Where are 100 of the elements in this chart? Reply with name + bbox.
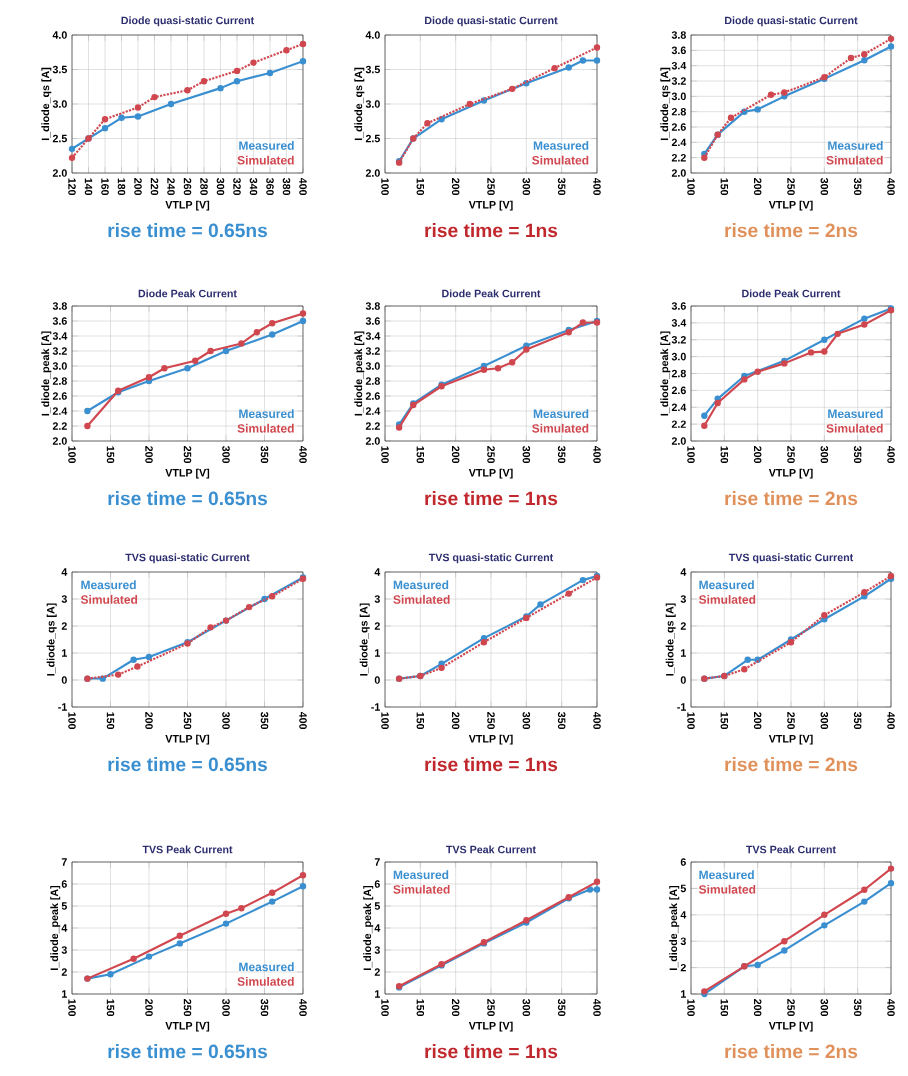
y-tick-label: 4.0: [52, 31, 67, 39]
text: Measured: [699, 870, 754, 880]
x-axis-title: VTLP [V]: [165, 1021, 210, 1032]
y-tick-label: 3.5: [365, 65, 380, 74]
x-tick-label: 380: [282, 177, 291, 196]
x-tick-label: 100: [687, 712, 695, 730]
y-tick-label: 6: [61, 880, 67, 888]
text: Measured: [533, 409, 589, 418]
y-tick-label: 0: [61, 676, 67, 684]
y-axis-title: I_diode_peak [A]: [354, 331, 365, 416]
y-tick-label: 3.0: [671, 352, 686, 361]
y-tick-label: 6: [680, 858, 686, 866]
y-tick-label: 3: [374, 946, 380, 954]
x-tick-label: 100: [381, 446, 389, 464]
y-axis-title: I_diode_peak [A]: [669, 885, 680, 970]
y-tick-label: 3.2: [671, 335, 686, 344]
text: Simulated: [826, 155, 883, 165]
x-tick-label: 150: [416, 178, 425, 196]
y-tick-label: 4: [61, 568, 68, 576]
x-tick-label: 150: [720, 178, 729, 196]
y-tick-label: -1: [371, 703, 380, 711]
y-axis-title: I_diode_peak [A]: [363, 885, 374, 970]
chart-title: TVS Peak Current: [446, 845, 536, 854]
x-tick-label: 350: [557, 998, 566, 1017]
x-tick-label: 250: [487, 999, 495, 1017]
y-tick-label: 4: [680, 568, 687, 576]
y-tick-label: 3.0: [671, 92, 686, 101]
x-tick-label: 200: [134, 178, 142, 196]
x-tick-label: 200: [451, 712, 460, 730]
x-tick-label: 400: [593, 998, 601, 1017]
y-tick-label: 7: [61, 858, 67, 866]
y-tick-label: 1: [62, 990, 67, 998]
y-axis-title: I_diode_peak [A]: [41, 331, 52, 416]
y-tick-label: 4: [374, 568, 381, 576]
x-tick-label: 350: [557, 711, 566, 730]
text: Measured: [699, 580, 754, 590]
y-tick-label: 2.4: [52, 407, 68, 415]
text: Simulated: [698, 884, 756, 894]
y-tick-label: 3.8: [365, 302, 380, 310]
x-tick-label: 100: [381, 178, 389, 196]
x-tick-label: 250: [787, 446, 795, 464]
text: Measured: [828, 409, 883, 418]
x-tick-label: 400: [593, 177, 601, 196]
x-tick-label: 400: [299, 998, 307, 1017]
x-tick-label: 280: [200, 178, 208, 196]
y-tick-label: 3.8: [671, 31, 686, 39]
text: Measured: [239, 962, 294, 972]
x-tick-label: 180: [117, 178, 126, 196]
chart-title: TVS Peak Current: [142, 845, 233, 854]
x-tick-label: 350: [853, 998, 862, 1017]
x-tick-label: 100: [68, 446, 76, 464]
x-tick-label: 200: [451, 999, 460, 1017]
x-tick-label: 360: [266, 177, 274, 196]
x-tick-label: 250: [487, 446, 495, 464]
x-tick-label: 150: [106, 999, 115, 1017]
text: rise time = 1ns: [425, 491, 558, 506]
y-tick-label: 1: [375, 990, 380, 998]
y-tick-label: 2: [61, 968, 67, 976]
x-tick-label: 400: [887, 445, 895, 464]
x-tick-label: 350: [853, 445, 862, 464]
y-tick-label: 3.0: [52, 362, 67, 370]
chart-title: Diode Peak Current: [442, 289, 541, 298]
x-tick-label: 250: [787, 178, 795, 196]
x-tick-label: 300: [820, 998, 829, 1017]
y-tick-label: 2.0: [671, 169, 686, 177]
y-tick-label: -1: [58, 703, 67, 711]
y-tick-label: 2.0: [52, 169, 67, 177]
y-tick-label: 2.4: [365, 407, 381, 415]
y-axis-title: I_diode_qs [A]: [46, 603, 57, 676]
text: rise time = 0.65ns: [108, 757, 268, 772]
x-tick-label: 400: [887, 998, 895, 1017]
x-tick-label: 300: [522, 711, 531, 730]
chart-title: TVS quasi-static Current: [125, 553, 250, 564]
x-axis-title: VTLP [V]: [768, 734, 813, 745]
x-tick-label: 200: [145, 446, 153, 464]
y-tick-label: 4: [61, 924, 68, 932]
x-axis-title: VTLP [V]: [165, 200, 210, 211]
y-tick-label: 5: [61, 902, 67, 910]
x-tick-label: 120: [68, 178, 76, 196]
y-tick-label: 2.0: [671, 437, 686, 445]
x-tick-label: 150: [106, 712, 115, 730]
x-tick-label: 100: [68, 999, 76, 1017]
x-tick-label: 350: [853, 711, 862, 730]
y-tick-label: 3.2: [52, 347, 67, 355]
text: Simulated: [698, 595, 756, 604]
y-tick-label: 4: [680, 911, 687, 919]
y-tick-label: 3: [680, 595, 686, 603]
y-tick-label: 2.2: [52, 422, 67, 430]
y-tick-label: 1: [62, 649, 67, 657]
x-tick-label: 350: [557, 177, 566, 196]
y-tick-label: 3: [680, 937, 686, 945]
x-tick-label: 200: [753, 712, 762, 730]
chart-title: TVS quasi-static Current: [428, 553, 554, 564]
chart-title: Diode quasi-static Current: [425, 16, 558, 27]
chart-title: Diode Peak Current: [138, 289, 237, 298]
text: rise time = 0.65ns: [108, 1044, 268, 1059]
x-tick-label: 250: [487, 178, 495, 196]
y-tick-label: 3.6: [671, 46, 686, 55]
text: rise time = 1ns: [425, 1044, 558, 1059]
text: rise time = 0.65ns: [108, 223, 268, 238]
